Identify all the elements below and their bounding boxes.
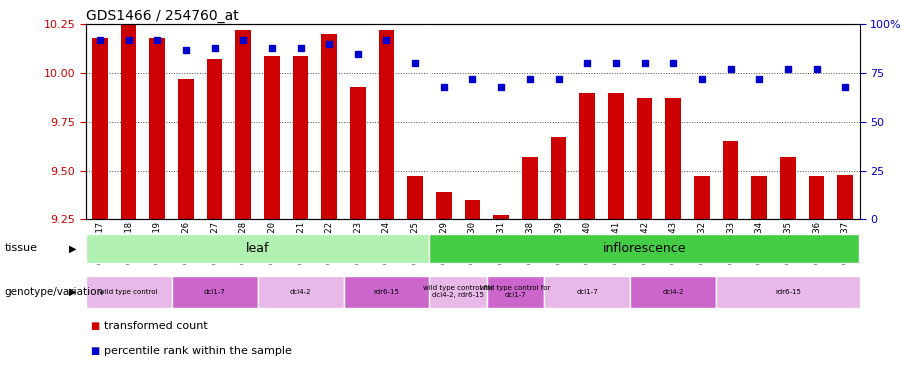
Text: leaf: leaf [246,242,269,255]
Bar [716,276,860,308]
Bar [837,174,853,219]
Bar [522,157,537,219]
Text: GDS1466 / 254760_at: GDS1466 / 254760_at [86,9,238,23]
Bar [350,87,365,219]
Bar [86,276,172,308]
Bar [551,138,566,219]
Text: wild type control: wild type control [99,289,158,295]
Bar [149,38,165,219]
Bar [172,276,257,308]
Bar [121,24,137,219]
Bar [344,276,429,308]
Text: dcl4-2: dcl4-2 [290,289,311,295]
Bar [235,30,251,219]
Bar [429,234,860,263]
Text: tissue: tissue [4,243,38,254]
Bar [92,38,108,219]
Text: dcl1-7: dcl1-7 [576,289,598,295]
Text: dcl4-2: dcl4-2 [662,289,684,295]
Bar [207,60,222,219]
Text: wild type control for
dcl1-7: wild type control for dcl1-7 [481,285,551,298]
Text: ■: ■ [90,321,99,331]
Text: genotype/variation: genotype/variation [4,286,104,297]
Text: dcl1-7: dcl1-7 [203,289,225,295]
Bar [487,276,544,308]
Bar [808,177,824,219]
Bar [429,276,487,308]
Bar [264,56,280,219]
Bar [436,192,452,219]
Text: ▶: ▶ [69,243,76,254]
Bar [257,276,344,308]
Bar [408,177,423,219]
Bar [630,276,716,308]
Bar [636,99,652,219]
Bar [379,30,394,219]
Bar [723,141,738,219]
Text: percentile rank within the sample: percentile rank within the sample [104,346,292,355]
Text: rdr6-15: rdr6-15 [775,289,801,295]
Text: wild type control for
dcl4-2, rdr6-15: wild type control for dcl4-2, rdr6-15 [423,285,493,298]
Bar [292,56,309,219]
Text: inflorescence: inflorescence [603,242,686,255]
Text: transformed count: transformed count [104,321,207,331]
Bar [665,99,681,219]
Bar [178,79,194,219]
Bar [544,276,630,308]
Bar [321,34,337,219]
Bar [464,200,481,219]
Bar [493,216,509,219]
Text: rdr6-15: rdr6-15 [374,289,400,295]
Bar [86,234,429,263]
Text: ▶: ▶ [69,286,76,297]
Bar [780,157,796,219]
Bar [580,93,595,219]
Bar [608,93,624,219]
Bar [694,177,710,219]
Bar [752,177,767,219]
Text: ■: ■ [90,346,99,355]
